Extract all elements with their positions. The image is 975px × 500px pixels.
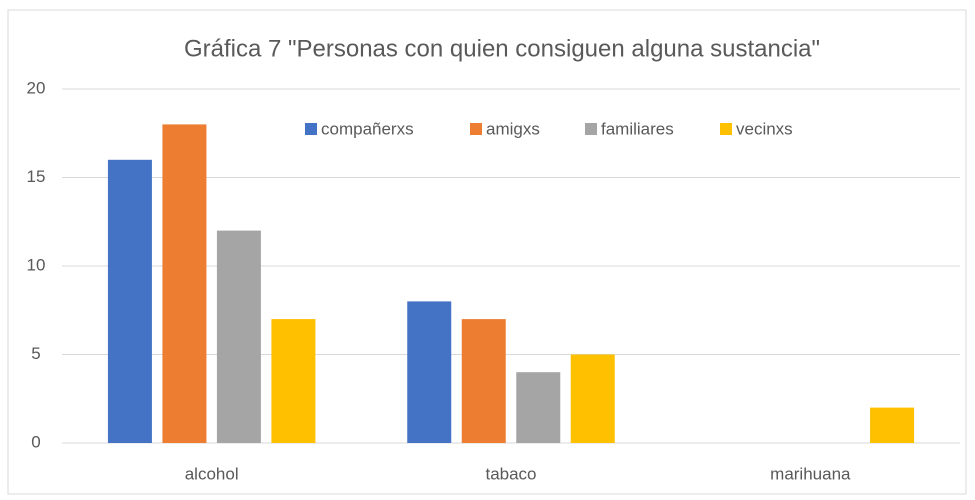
x-tick-label: tabaco: [485, 464, 536, 483]
legend-label: amigxs: [486, 119, 540, 138]
x-tick-label: alcohol: [185, 464, 239, 483]
y-tick-label: 20: [27, 78, 46, 97]
x-tick-label: marihuana: [770, 464, 851, 483]
legend-label: vecinxs: [736, 119, 793, 138]
bar: [407, 301, 452, 443]
bar: [461, 319, 506, 443]
legend-swatch: [470, 123, 482, 135]
bar: [162, 124, 207, 444]
legend-label: familiares: [601, 119, 674, 138]
bar: [516, 372, 561, 443]
bar: [870, 407, 915, 443]
bar: [570, 354, 615, 443]
bar: [271, 319, 316, 443]
y-tick-label: 5: [31, 344, 40, 363]
y-tick-label: 10: [27, 255, 46, 274]
legend-swatch: [585, 123, 597, 135]
legend-swatch: [720, 123, 732, 135]
bar: [216, 230, 261, 443]
y-tick-label: 0: [31, 432, 40, 451]
legend-label: compañerxs: [321, 119, 414, 138]
bar: [107, 159, 152, 444]
legend-swatch: [305, 123, 317, 135]
y-tick-label: 15: [27, 167, 46, 186]
chart-title: Gráfica 7 "Personas con quien consiguen …: [184, 35, 820, 62]
